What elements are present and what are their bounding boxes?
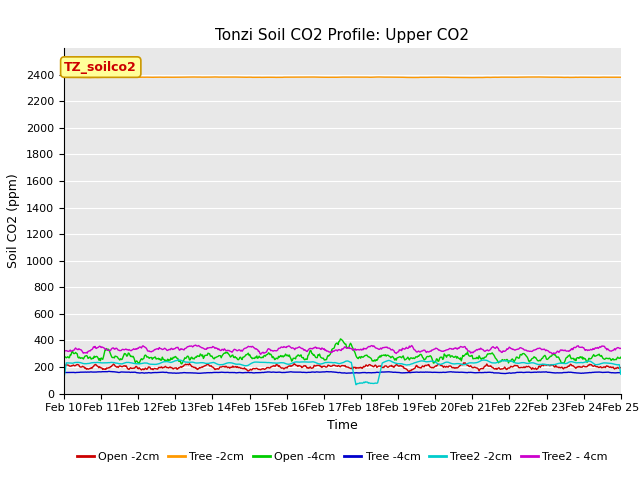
Legend: Open -2cm, Tree -2cm, Open -4cm, Tree -4cm, Tree2 -2cm, Tree2 - 4cm: Open -2cm, Tree -2cm, Open -4cm, Tree -4… [72, 447, 612, 467]
X-axis label: Time: Time [327, 419, 358, 432]
Text: TZ_soilco2: TZ_soilco2 [65, 60, 137, 73]
Y-axis label: Soil CO2 (ppm): Soil CO2 (ppm) [8, 173, 20, 268]
Title: Tonzi Soil CO2 Profile: Upper CO2: Tonzi Soil CO2 Profile: Upper CO2 [216, 28, 469, 43]
